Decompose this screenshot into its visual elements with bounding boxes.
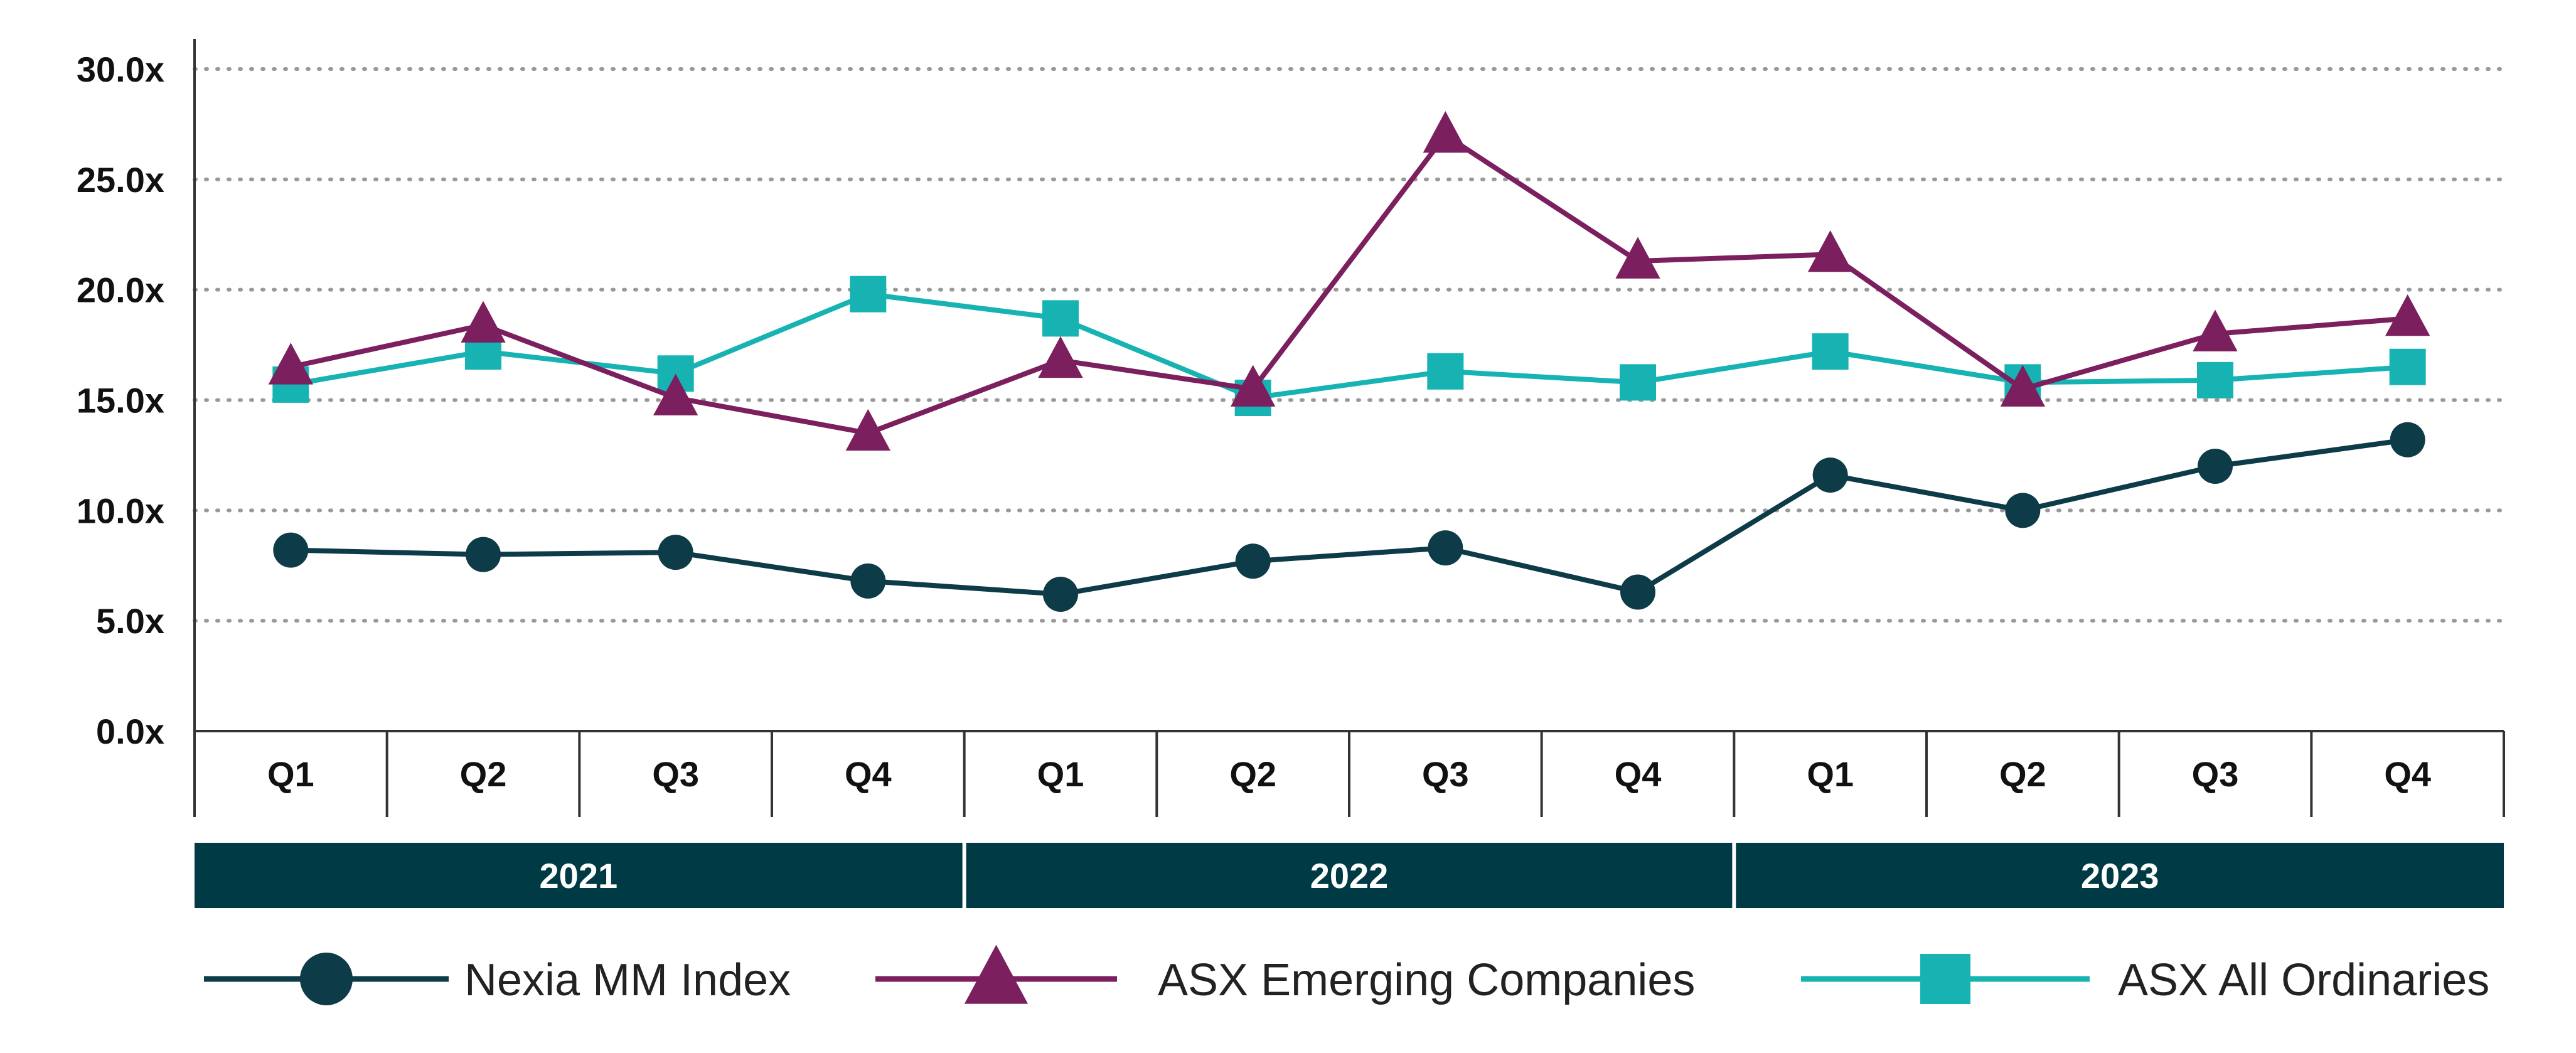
legend-marker-triangle bbox=[964, 944, 1029, 1004]
data-point bbox=[1428, 530, 1463, 566]
data-point bbox=[1620, 364, 1656, 401]
quarter-label: Q1 bbox=[267, 754, 314, 794]
quarter-label: Q3 bbox=[1422, 754, 1469, 794]
data-point bbox=[1812, 457, 1848, 493]
data-point bbox=[1235, 543, 1271, 579]
data-point bbox=[1231, 365, 1276, 407]
data-point bbox=[1427, 353, 1464, 390]
year-label: 2022 bbox=[1310, 856, 1389, 895]
data-point bbox=[461, 301, 506, 343]
data-point bbox=[658, 535, 693, 570]
data-point bbox=[466, 537, 501, 572]
legend-label: ASX All Ordinaries bbox=[2118, 955, 2489, 1005]
data-point bbox=[273, 532, 309, 568]
year-band-2023 bbox=[1736, 843, 2504, 908]
data-point bbox=[653, 373, 698, 415]
series-0 bbox=[273, 422, 2425, 612]
quarter-label: Q2 bbox=[460, 754, 507, 794]
quarter-label: Q4 bbox=[845, 754, 892, 794]
data-point bbox=[1615, 237, 1660, 279]
data-point bbox=[845, 409, 890, 451]
legend-label: ASX Emerging Companies bbox=[1158, 955, 1695, 1005]
data-point bbox=[2198, 449, 2233, 484]
legend-item: ASX Emerging Companies bbox=[875, 944, 1695, 1005]
quarter-label: Q3 bbox=[2192, 754, 2239, 794]
series-line bbox=[291, 437, 2408, 597]
data-point bbox=[1038, 336, 1083, 378]
data-point bbox=[1812, 333, 1849, 370]
data-point bbox=[1620, 574, 1655, 610]
data-point bbox=[2000, 365, 2045, 407]
legend-item: ASX All Ordinaries bbox=[1801, 954, 2489, 1005]
y-tick-label: 20.0x bbox=[77, 270, 164, 310]
data-point bbox=[2385, 294, 2430, 336]
legend-marker-square bbox=[1920, 954, 1970, 1004]
quarter-label: Q1 bbox=[1037, 754, 1084, 794]
data-point bbox=[1042, 300, 1079, 337]
y-tick-label: 15.0x bbox=[77, 381, 164, 420]
data-point bbox=[2389, 348, 2426, 385]
quarter-label: Q1 bbox=[1807, 754, 1854, 794]
series-1 bbox=[268, 111, 2430, 451]
year-band: 2021 2022 2023 bbox=[195, 843, 2504, 908]
series-line bbox=[290, 132, 2408, 436]
data-point bbox=[2193, 309, 2238, 351]
data-point bbox=[1808, 230, 1853, 272]
quarter-axis: Q1 Q2 Q3 Q4 Q1 Q2 Q3 Q4 Q1 Q2 Q3 Q4 bbox=[193, 731, 2505, 817]
axes bbox=[193, 39, 2504, 817]
data-point bbox=[2390, 422, 2425, 457]
gridlines bbox=[193, 67, 2506, 623]
data-point bbox=[1423, 111, 1468, 153]
legend-marker-circle bbox=[300, 953, 353, 1005]
series-layer bbox=[268, 111, 2430, 612]
data-point bbox=[2197, 361, 2233, 398]
quarter-label: Q2 bbox=[1229, 754, 1276, 794]
year-band-2021 bbox=[195, 843, 963, 908]
y-tick-label: 5.0x bbox=[96, 601, 164, 641]
year-label: 2023 bbox=[2081, 856, 2159, 895]
y-tick-label: 25.0x bbox=[77, 160, 164, 200]
year-band-2022 bbox=[966, 843, 1733, 908]
data-point bbox=[2005, 493, 2041, 528]
data-point bbox=[1043, 576, 1078, 612]
data-point bbox=[850, 275, 887, 313]
data-point bbox=[850, 563, 886, 599]
legend-item: Nexia MM Index bbox=[204, 953, 791, 1005]
quarter-label: Q4 bbox=[2384, 754, 2431, 794]
year-label: 2021 bbox=[540, 856, 618, 895]
quarter-label: Q3 bbox=[652, 754, 699, 794]
y-tick-label: 0.0x bbox=[96, 712, 164, 751]
data-point bbox=[268, 343, 313, 385]
legend: Nexia MM Index ASX Emerging Companies ASX … bbox=[204, 944, 2489, 1005]
y-tick-label: 10.0x bbox=[77, 491, 164, 530]
series-2 bbox=[272, 275, 2426, 416]
y-tick-labels: 0.0x 5.0x 10.0x 15.0x 20.0x 25.0x 30.0x bbox=[77, 50, 164, 751]
legend-label: Nexia MM Index bbox=[464, 955, 791, 1005]
series-line bbox=[290, 291, 2408, 400]
y-tick-label: 30.0x bbox=[77, 50, 164, 89]
quarter-label: Q2 bbox=[1999, 754, 2046, 794]
quarter-label: Q4 bbox=[1615, 754, 1662, 794]
